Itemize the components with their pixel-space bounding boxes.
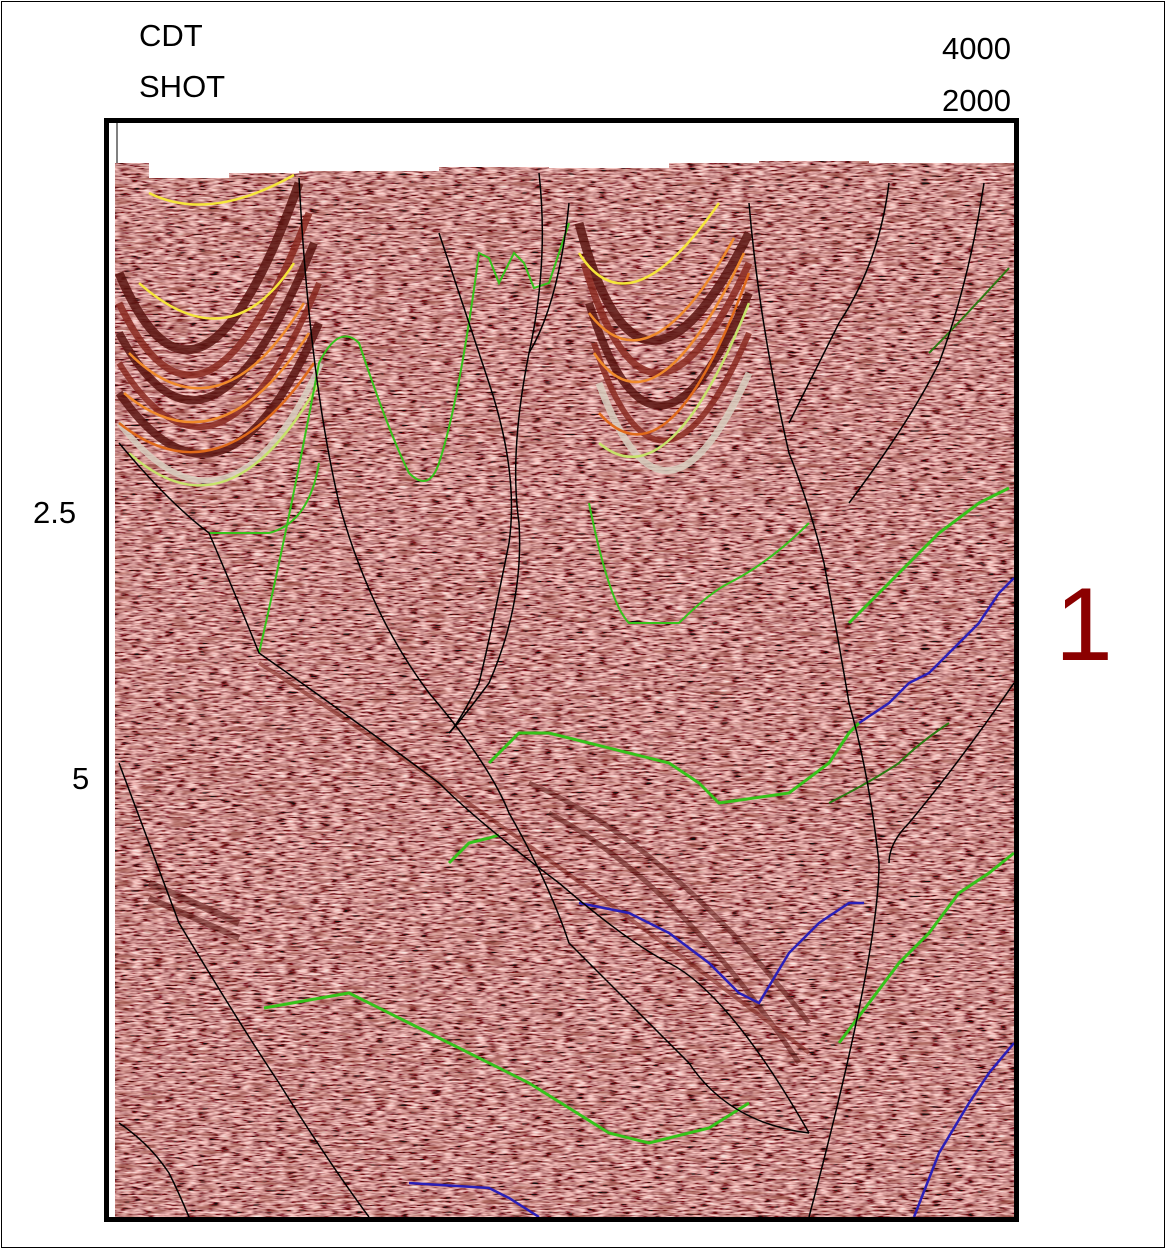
- horizon-orange: [598, 272, 751, 436]
- fault-lines: [118, 172, 1014, 1217]
- shot-value: 2000: [942, 83, 1011, 118]
- horizon-orange: [588, 237, 736, 342]
- fault: [528, 202, 570, 354]
- fault: [298, 177, 810, 1134]
- shot-label: SHOT: [139, 69, 226, 104]
- fault: [438, 232, 513, 734]
- cdt-value: 4000: [942, 31, 1011, 66]
- seismic-reflectors: [115, 161, 1014, 1217]
- fault: [848, 182, 985, 504]
- horizon-yellow: [577, 202, 721, 285]
- syncline-middle: [574, 221, 754, 474]
- seismic-section: [104, 118, 1019, 1222]
- fault: [118, 442, 810, 1134]
- horizon-yellow: [148, 173, 295, 206]
- shallow-horizons: [118, 173, 751, 487]
- fault: [448, 172, 544, 734]
- syncline-left: [115, 181, 324, 484]
- horizon-yellowgreen: [598, 302, 751, 459]
- fault: [888, 682, 1014, 864]
- horizon-orange: [118, 362, 316, 454]
- fault: [118, 762, 370, 1217]
- fault: [118, 1122, 190, 1217]
- panel-number: 1: [1055, 567, 1113, 683]
- fault: [748, 202, 880, 1217]
- horizon-yellow: [138, 262, 296, 320]
- fault: [788, 182, 890, 424]
- seismic-data: [115, 161, 1014, 1217]
- blue-horizons: [408, 577, 1014, 1217]
- time-tick-label: 2.5: [33, 495, 77, 530]
- horizon-orange: [123, 332, 311, 424]
- green-horizons: [209, 222, 1014, 1145]
- horizon-orange: [592, 252, 746, 383]
- horizon-yellowgreen: [128, 382, 321, 487]
- horizon-orange: [128, 302, 306, 390]
- dipping-reflectors: [147, 661, 811, 1065]
- cdt-label: CDT: [139, 18, 203, 53]
- seismic-image: [115, 123, 1014, 1217]
- time-tick-label: 5: [72, 761, 90, 796]
